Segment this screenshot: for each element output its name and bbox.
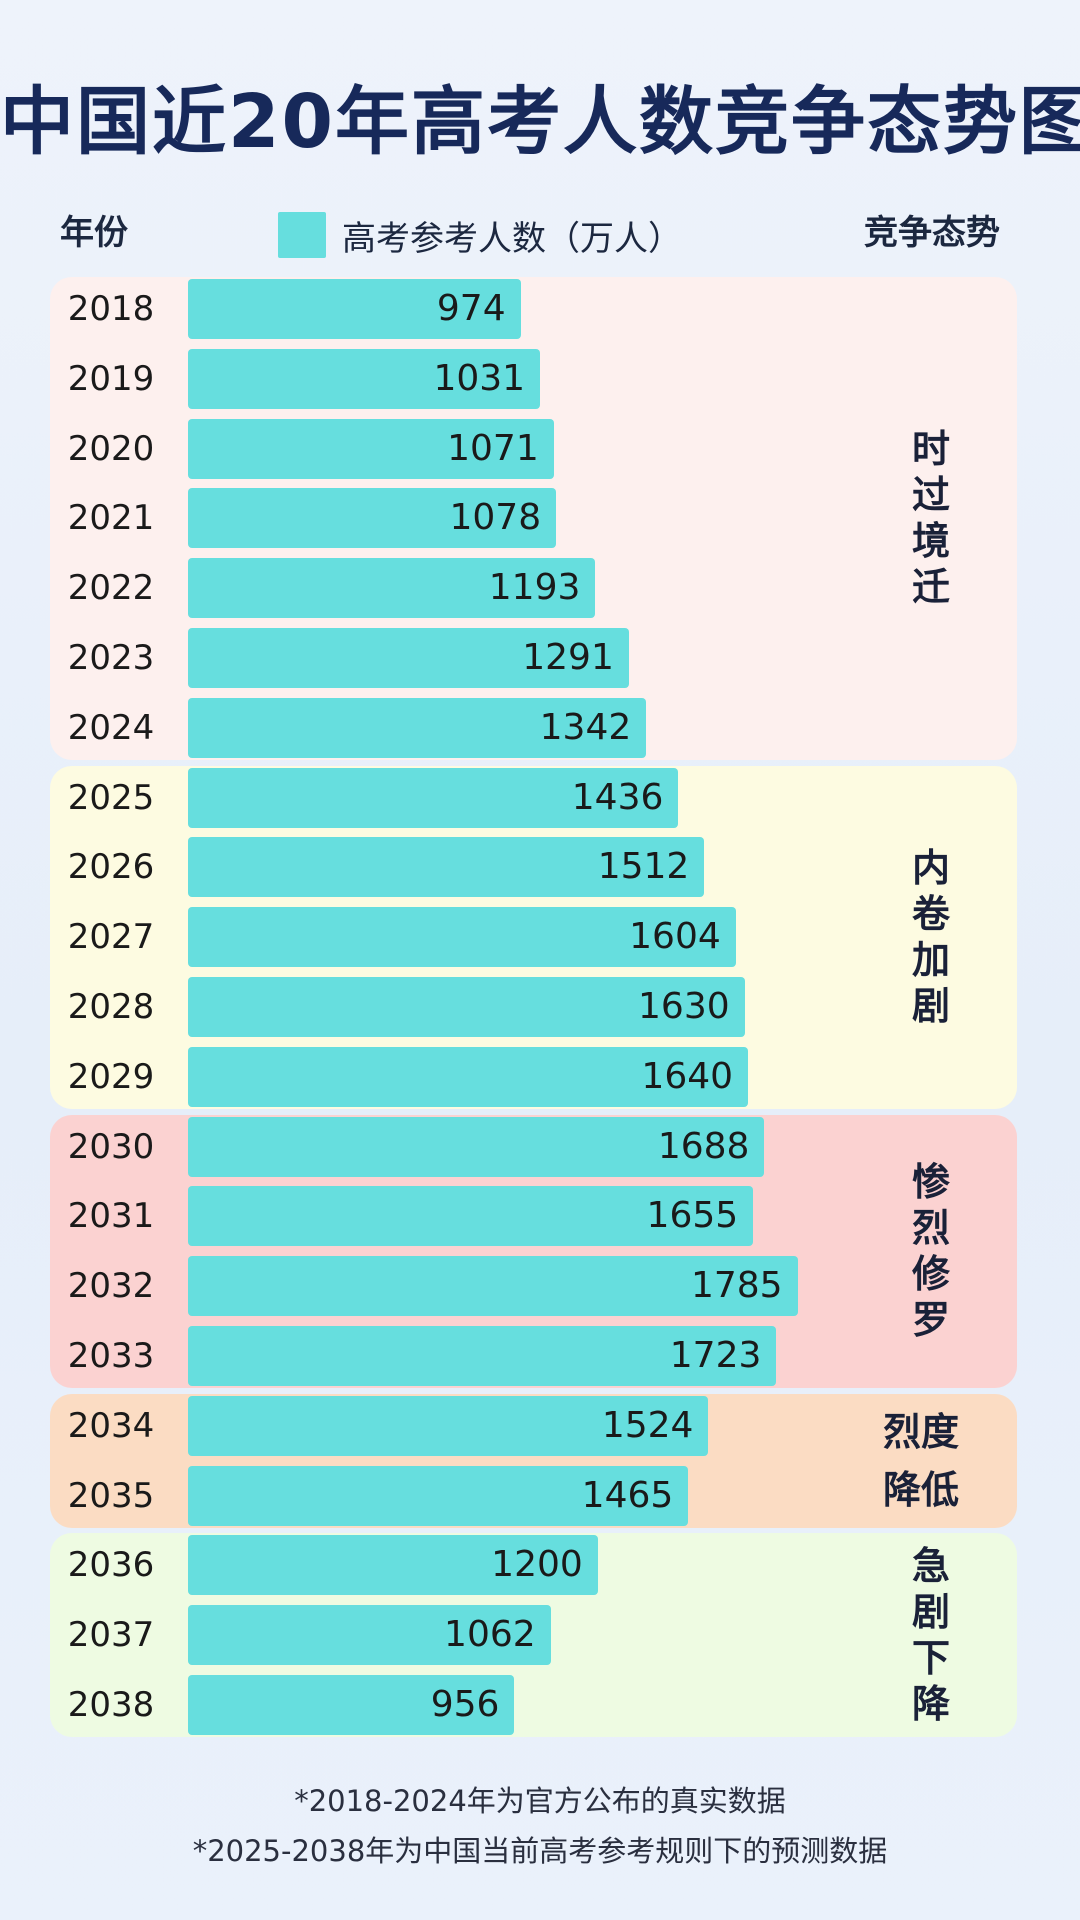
bar-2021 <box>188 488 557 549</box>
bar-2036 <box>188 1535 598 1596</box>
year-column-header: 年份 <box>60 213 128 253</box>
bar-value-label: 1031 <box>433 357 526 399</box>
bar-value-label: 1630 <box>638 986 730 1027</box>
bar-value-label: 956 <box>430 1684 500 1725</box>
bar-2029 <box>188 1046 749 1107</box>
bar-2028 <box>188 977 745 1037</box>
bar-2026 <box>188 837 705 898</box>
year-label: 2021 <box>67 498 155 539</box>
bar-2027 <box>188 907 736 968</box>
bar-value-label: 1723 <box>669 1335 762 1376</box>
bar-value-label: 1512 <box>597 846 690 888</box>
year-label: 2025 <box>67 777 155 818</box>
bar-2038 <box>188 1675 515 1735</box>
bar-2019 <box>188 348 541 409</box>
competition-band-label: 急剧下降 <box>911 1544 950 1727</box>
year-label: 2033 <box>67 1336 155 1376</box>
bar-value-label: 1071 <box>447 427 539 469</box>
bar-value-label: 1524 <box>601 1404 694 1446</box>
bar-2031 <box>188 1186 754 1247</box>
bar-value-label: 1193 <box>488 567 581 609</box>
bar-2032 <box>188 1256 798 1317</box>
bar-value-label: 1342 <box>539 706 632 748</box>
year-label: 2031 <box>67 1196 155 1237</box>
chart-title: 中国近20年高考人数竞争态势图 <box>0 79 1080 165</box>
bar-2035 <box>188 1465 689 1526</box>
bar-2030 <box>188 1116 765 1177</box>
year-label: 2027 <box>67 917 155 958</box>
bar-2033 <box>188 1326 777 1386</box>
year-label: 2026 <box>67 847 155 888</box>
bar-value-label: 1291 <box>522 637 614 678</box>
bar-2024 <box>188 697 647 758</box>
year-label: 2019 <box>67 358 155 399</box>
bar-value-label: 1436 <box>571 776 664 818</box>
bar-2025 <box>188 767 679 828</box>
year-label: 2037 <box>67 1615 155 1656</box>
bar-2018 <box>188 279 521 339</box>
year-label: 2028 <box>67 987 155 1027</box>
year-label: 2034 <box>67 1405 155 1446</box>
bar-value-label: 1078 <box>449 497 542 539</box>
bar-value-label: 1062 <box>444 1614 536 1656</box>
competition-band-label: 烈度降低 <box>882 1409 959 1512</box>
year-label: 2018 <box>67 289 155 329</box>
year-label: 2024 <box>67 707 155 748</box>
competition-band-label: 惨烈修罗 <box>911 1160 950 1343</box>
year-label: 2032 <box>67 1266 155 1307</box>
bar-2022 <box>188 558 596 619</box>
footnote-forecast-data: *2025-2038年为中国当前高考参考规则下的预测数据 <box>192 1834 888 1868</box>
bar-2023 <box>188 628 629 688</box>
year-label: 2038 <box>67 1685 155 1725</box>
year-label: 2035 <box>67 1475 155 1516</box>
year-label: 2030 <box>67 1126 155 1167</box>
bar-value-label: 1200 <box>491 1544 583 1586</box>
bar-value-label: 1465 <box>581 1474 674 1516</box>
bar-value-label: 1688 <box>657 1125 750 1167</box>
year-label: 2020 <box>67 428 155 469</box>
bar-2037 <box>188 1605 551 1666</box>
year-label: 2036 <box>67 1545 155 1586</box>
year-label: 2023 <box>67 638 155 678</box>
bar-value-label: 1655 <box>646 1195 739 1237</box>
bar-2034 <box>188 1395 709 1456</box>
competition-band-label: 内卷加剧 <box>911 846 950 1029</box>
legend-label: 高考参考人数（万人） <box>342 218 682 259</box>
bar-2020 <box>188 418 554 479</box>
year-label: 2029 <box>67 1056 155 1097</box>
bar-value-label: 1604 <box>629 916 721 958</box>
competition-band-label: 时过境迁 <box>911 427 950 610</box>
legend: 高考参考人数（万人） <box>278 210 682 260</box>
year-label: 2022 <box>67 568 155 609</box>
competition-column-header: 竞争态势 <box>864 213 1000 253</box>
bar-value-label: 974 <box>436 288 506 329</box>
bar-value-label: 1640 <box>641 1055 734 1097</box>
bar-value-label: 1785 <box>690 1265 783 1307</box>
footnote-real-data: *2018-2024年为官方公布的真实数据 <box>294 1784 786 1818</box>
legend-swatch <box>278 212 326 258</box>
